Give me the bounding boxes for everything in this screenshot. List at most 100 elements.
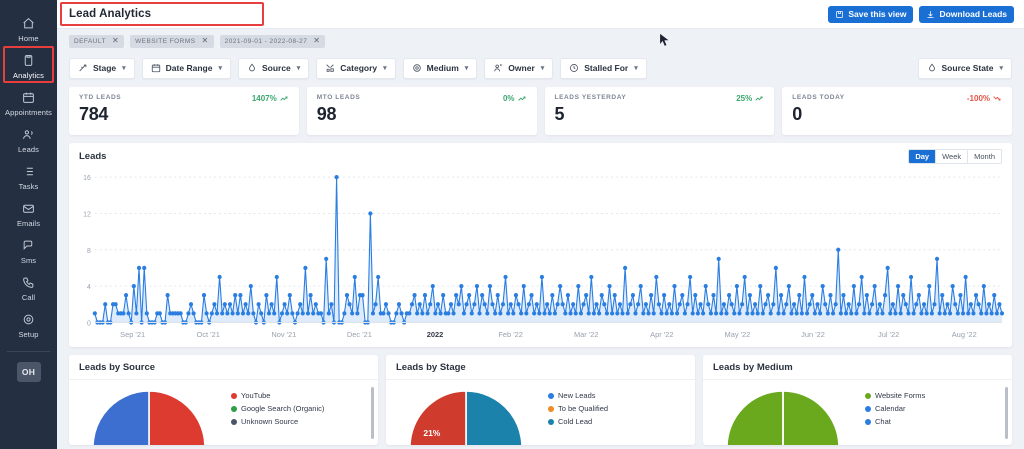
sidebar-item-sms[interactable]: Sms: [0, 233, 57, 270]
chip-default[interactable]: DEFAULT ✕: [69, 34, 125, 48]
kpi-cards: YTD LEADS 1407% 784 MTO LEADS 0% 98: [57, 83, 1024, 135]
leads-by-medium-body: Website Forms Calendar Chat: [703, 380, 1012, 445]
sidebar-label-call: Call: [21, 293, 36, 302]
sidebar-item-setup[interactable]: Setup: [0, 307, 57, 344]
filter-owner[interactable]: Owner ▾: [484, 57, 554, 79]
svg-text:May '22: May '22: [725, 330, 751, 339]
people-icon: [22, 127, 35, 142]
chevron-down-icon: ▾: [122, 65, 126, 72]
pie-cards-row: Leads by Source 5%4%3%3% YouTube Google …: [57, 347, 1024, 445]
legend-scrollbar[interactable]: [1005, 387, 1008, 439]
leads-by-stage-pie[interactable]: 33%21%: [394, 385, 544, 445]
sidebar-item-leads[interactable]: Leads: [0, 122, 57, 159]
leads-chart-card: Leads Day Week Month 0 4 8 12 16 Sep '21 Oct '…: [69, 143, 1012, 347]
granularity-week[interactable]: Week: [936, 149, 969, 163]
granularity-month[interactable]: Month: [968, 149, 1001, 163]
svg-text:2022: 2022: [427, 330, 444, 339]
leads-by-medium-card: Leads by Medium Website Forms Calendar: [703, 355, 1012, 445]
download-icon: [926, 10, 935, 19]
leads-by-medium-pie[interactable]: [711, 385, 861, 445]
page-title: Lead Analytics: [69, 8, 152, 20]
filter-stage[interactable]: Stage ▾: [69, 57, 135, 79]
kpi-delta-value: 25%: [736, 94, 753, 103]
legend-label: Calendar: [875, 404, 906, 413]
sidebar-item-call[interactable]: Call: [0, 270, 57, 307]
sidebar-label-home: Home: [18, 34, 39, 43]
sidebar-label-tasks: Tasks: [18, 182, 39, 191]
chevron-down-icon: ▾: [383, 65, 387, 72]
filter-date-range-label: Date Range: [165, 63, 213, 73]
sidebar-divider: [7, 351, 50, 352]
filter-medium[interactable]: Medium ▾: [402, 57, 478, 79]
legend-scrollbar[interactable]: [371, 387, 374, 439]
chevron-down-icon: ▾: [540, 65, 545, 72]
close-icon[interactable]: ✕: [111, 36, 120, 45]
chevron-down-icon: ▾: [218, 65, 222, 72]
leads-line-chart[interactable]: 0 4 8 12 16 Sep '21 Oct '21 Nov '21 Dec '21 2022 F…: [73, 171, 1006, 347]
sidebar-item-analytics[interactable]: Analytics: [0, 48, 57, 85]
filter-date-range[interactable]: Date Range ▾: [141, 57, 231, 79]
envelope-icon: [22, 201, 35, 216]
top-bar: Lead Analytics Save this view Download L…: [57, 0, 1024, 29]
chip-website-forms[interactable]: WEBSITE FORMS ✕: [130, 34, 214, 48]
leads-by-source-pie[interactable]: 5%4%3%3%: [77, 385, 227, 445]
legend-label: Unknown Source: [241, 417, 299, 426]
filter-category[interactable]: Category ▾: [316, 57, 396, 79]
filter-category-label: Category: [340, 63, 378, 73]
kpi-label-leads-today: LEADS TODAY: [792, 94, 845, 101]
active-filter-chips: DEFAULT ✕ WEBSITE FORMS ✕ 2021-09-01 - 2…: [57, 29, 1024, 53]
svg-text:Feb '22: Feb '22: [498, 330, 523, 339]
legend-label: Google Search (Organic): [241, 404, 325, 413]
legend-label: New Leads: [558, 391, 596, 400]
legend-item[interactable]: To be Qualified: [548, 402, 687, 415]
legend-label: Website Forms: [875, 391, 926, 400]
leads-by-stage-header: Leads by Stage: [386, 355, 695, 380]
legend-color-dot: [548, 418, 554, 425]
legend-color-dot: [548, 392, 554, 399]
svg-text:21%: 21%: [423, 428, 440, 438]
legend-color-dot: [231, 418, 237, 425]
legend-item[interactable]: Calendar: [865, 402, 1004, 415]
sidebar-item-tasks[interactable]: Tasks: [0, 159, 57, 196]
chip-date-range[interactable]: 2021-09-01 - 2022-08-27 ✕: [219, 34, 326, 48]
main-content: Lead Analytics Save this view Download L…: [57, 0, 1024, 449]
legend-item[interactable]: Unknown Source: [231, 415, 370, 428]
legend-item[interactable]: New Leads: [548, 389, 687, 402]
filter-stage-label: Stage: [93, 63, 117, 73]
sidebar-item-emails[interactable]: Emails: [0, 196, 57, 233]
filter-source-state[interactable]: Source State ▾: [917, 57, 1012, 79]
legend-item[interactable]: YouTube: [231, 389, 370, 402]
legend-item[interactable]: Cold Lead: [548, 415, 687, 428]
avatar[interactable]: OH: [16, 362, 41, 382]
kpi-card-leads-today: LEADS TODAY -100% 0: [782, 87, 1012, 135]
close-icon[interactable]: ✕: [201, 36, 209, 45]
kpi-card-mto-leads: MTO LEADS 0% 98: [306, 87, 537, 135]
trend-up-icon: [280, 96, 288, 101]
close-icon[interactable]: ✕: [313, 36, 321, 45]
chevron-down-icon: ▾: [999, 65, 1003, 72]
trend-up-icon: [755, 96, 763, 101]
calendar-icon: [22, 90, 35, 105]
download-leads-button[interactable]: Download Leads: [919, 5, 1014, 23]
phone-icon: [22, 275, 35, 290]
user-icon: [493, 63, 503, 73]
sidebar-item-home[interactable]: Home: [0, 11, 57, 48]
leads-by-stage-title: Leads by Stage: [396, 361, 466, 373]
leads-by-source-legend: YouTube Google Search (Organic) Unknown …: [231, 385, 370, 445]
granularity-day[interactable]: Day: [909, 149, 937, 163]
sidebar-item-appointments[interactable]: Appointments: [0, 85, 57, 122]
legend-item[interactable]: Website Forms: [865, 389, 1004, 402]
trend-up-icon: [517, 96, 525, 101]
chevron-down-icon: ▾: [296, 65, 301, 72]
legend-item[interactable]: Chat: [865, 415, 1004, 428]
chip-date-range-label: 2021-09-01 - 2022-08-27: [224, 37, 308, 45]
gear-icon: [22, 312, 35, 327]
save-this-view-button[interactable]: Save this view: [828, 5, 914, 23]
kpi-value-ytd-leads: 784: [79, 104, 109, 124]
kpi-delta-leads-today: -100%: [967, 94, 1002, 103]
legend-item[interactable]: Google Search (Organic): [231, 402, 370, 415]
legend-color-dot: [231, 405, 237, 412]
filter-stalled-for[interactable]: Stalled For ▾: [560, 57, 647, 79]
filter-source[interactable]: Source ▾: [237, 57, 310, 79]
legend-label: YouTube: [241, 391, 271, 400]
